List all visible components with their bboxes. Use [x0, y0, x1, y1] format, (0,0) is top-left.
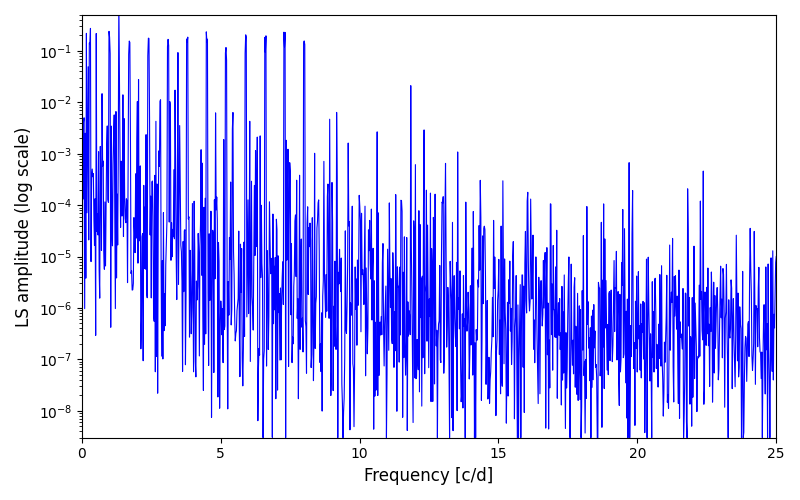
X-axis label: Frequency [c/d]: Frequency [c/d]: [364, 467, 494, 485]
Y-axis label: LS amplitude (log scale): LS amplitude (log scale): [15, 126, 33, 326]
